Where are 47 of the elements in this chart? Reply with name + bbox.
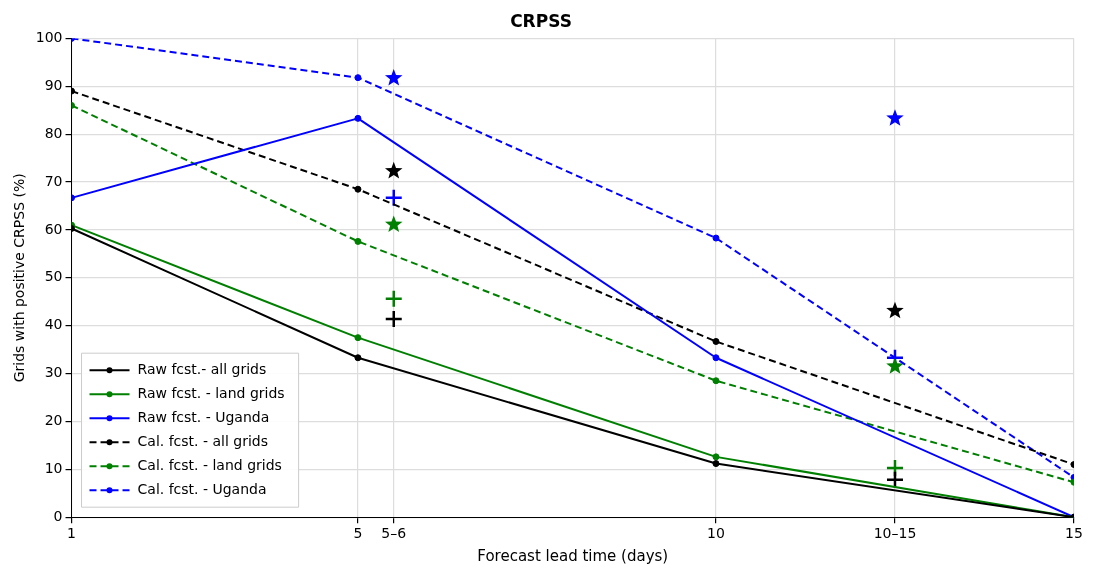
point [354,185,362,193]
point [354,334,362,342]
y-tick-label: 80 [44,124,63,141]
x-tick-label: 5–6 [381,525,407,542]
x-tick-label: 10–15 [873,525,917,542]
point [384,309,403,329]
legend-label: Cal. fcst. - all grids [137,432,269,449]
point [384,289,403,309]
point [886,301,904,319]
point [354,354,362,362]
y-tick-label: 10 [44,459,63,476]
legend-label: Cal. fcst. - land grids [137,456,282,473]
point [384,188,403,208]
x-tick-label: 10 [707,525,725,542]
y-axis-title: Grids with positive CRPSS (%) [11,173,28,383]
legend-label: Raw fcst. - land grids [137,384,285,401]
legend-label: Raw fcst.- all grids [137,360,267,377]
x-tick-label: 5 [353,525,363,542]
point [712,377,720,385]
point [354,237,362,245]
point [712,234,720,242]
y-tick-label: 70 [44,172,63,189]
point [712,354,720,362]
point [712,460,720,468]
point [354,74,362,82]
legend-label: Cal. fcst. - Uganda [137,480,267,497]
y-tick-label: 0 [53,507,63,524]
y-tick-label: 40 [44,316,63,333]
point [385,161,403,179]
y-tick-label: 100 [35,29,63,46]
y-tick-label: 30 [44,364,63,381]
point [712,337,720,345]
y-tick-label: 20 [44,412,63,429]
y-tick-label: 90 [44,76,63,93]
point [886,109,904,126]
point [712,453,720,461]
x-tick-label: 1 [67,525,76,542]
point [886,357,904,374]
chart-title: CRPSS [510,10,572,31]
point [385,68,403,86]
x-axis-title: Forecast lead time (days) [477,546,669,565]
y-tick-label: 60 [44,220,63,237]
legend-label: Raw fcst. - Uganda [137,408,270,425]
point [385,215,403,233]
x-tick-label: 15 [1065,525,1083,542]
point [354,114,362,122]
y-tick-label: 50 [44,268,63,285]
